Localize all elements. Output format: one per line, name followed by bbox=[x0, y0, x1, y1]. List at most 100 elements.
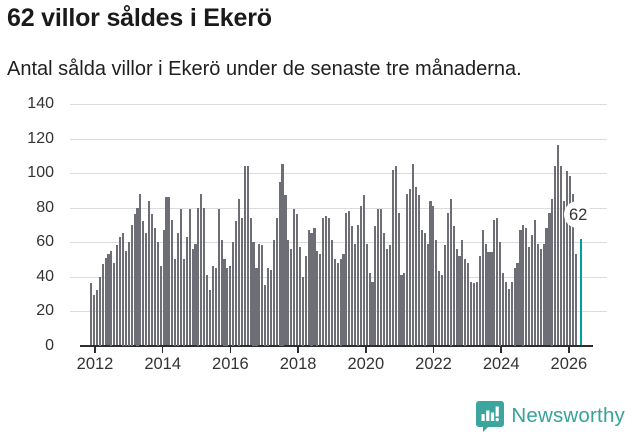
bar bbox=[95, 290, 98, 346]
value-annotation: 62 bbox=[569, 206, 588, 224]
bar bbox=[319, 254, 322, 346]
bar bbox=[139, 193, 142, 346]
y-axis-tick-label: 0 bbox=[45, 336, 54, 354]
y-axis-tick-label: 20 bbox=[36, 302, 54, 319]
bar bbox=[295, 214, 299, 346]
bar bbox=[371, 281, 374, 346]
bar bbox=[197, 207, 200, 346]
bar bbox=[211, 266, 214, 346]
bar bbox=[513, 267, 516, 346]
bar bbox=[101, 264, 104, 346]
bar bbox=[188, 209, 191, 346]
bar bbox=[490, 252, 493, 346]
bar bbox=[461, 240, 464, 346]
bar bbox=[545, 228, 548, 346]
bar bbox=[116, 245, 119, 346]
bar bbox=[200, 193, 203, 346]
bar bbox=[290, 248, 293, 346]
bar bbox=[571, 193, 574, 346]
bar bbox=[504, 281, 507, 346]
bar bbox=[159, 266, 162, 346]
bar bbox=[446, 212, 449, 346]
bar bbox=[226, 267, 229, 346]
bar bbox=[528, 247, 531, 346]
bar bbox=[310, 233, 313, 346]
bar bbox=[348, 210, 351, 346]
bar bbox=[475, 281, 478, 346]
bar bbox=[383, 233, 386, 346]
bar bbox=[368, 273, 371, 346]
bar bbox=[484, 243, 487, 346]
chart-title: 62 villor såldes i Ekerö bbox=[7, 4, 272, 32]
bar bbox=[464, 259, 467, 346]
bar bbox=[406, 193, 409, 346]
bar bbox=[438, 271, 441, 346]
bar bbox=[127, 242, 130, 346]
bar bbox=[232, 242, 235, 346]
bar bbox=[243, 166, 246, 346]
bar bbox=[185, 236, 188, 346]
bar bbox=[223, 259, 226, 346]
bar bbox=[235, 221, 238, 346]
bar bbox=[397, 212, 400, 346]
x-axis-tick bbox=[432, 346, 435, 353]
x-axis-tick-label: 2014 bbox=[144, 354, 182, 373]
newsworthy-logo-text: Newsworthy bbox=[511, 404, 625, 427]
bar bbox=[119, 236, 122, 346]
bar bbox=[255, 267, 258, 346]
bar bbox=[522, 224, 525, 346]
bar bbox=[449, 198, 452, 346]
bar bbox=[298, 247, 302, 346]
gridline bbox=[70, 104, 607, 105]
bar bbox=[414, 186, 418, 346]
bar bbox=[496, 217, 499, 346]
bar bbox=[203, 207, 206, 346]
bar bbox=[130, 224, 133, 346]
bar bbox=[153, 228, 156, 346]
bar bbox=[324, 216, 328, 346]
x-axis-line bbox=[80, 344, 593, 347]
bar bbox=[385, 248, 389, 346]
bar bbox=[356, 224, 360, 346]
bar bbox=[313, 228, 316, 346]
bar bbox=[533, 219, 537, 346]
bar bbox=[121, 233, 125, 346]
bar bbox=[240, 217, 243, 346]
bar bbox=[452, 226, 455, 346]
bar bbox=[98, 276, 101, 346]
bar bbox=[145, 233, 148, 346]
bar bbox=[336, 262, 339, 346]
gridline bbox=[70, 242, 607, 243]
bar bbox=[136, 207, 139, 346]
bar bbox=[345, 212, 348, 346]
bar bbox=[394, 166, 397, 346]
bar bbox=[470, 281, 473, 346]
bar bbox=[150, 214, 154, 346]
bar bbox=[214, 267, 217, 346]
bar bbox=[548, 212, 551, 346]
bar bbox=[562, 200, 566, 346]
bar bbox=[165, 197, 168, 346]
bar bbox=[559, 166, 563, 346]
bar bbox=[301, 276, 304, 346]
bar bbox=[107, 254, 110, 346]
bar bbox=[133, 214, 136, 346]
bar bbox=[339, 259, 342, 346]
bar bbox=[388, 245, 391, 346]
bar bbox=[168, 197, 171, 346]
bar bbox=[551, 198, 554, 346]
bar bbox=[278, 181, 281, 346]
bar bbox=[142, 221, 145, 346]
bar bbox=[179, 209, 183, 346]
bar bbox=[330, 240, 333, 346]
x-axis-tick-label: 2016 bbox=[212, 354, 249, 373]
x-axis-tick bbox=[500, 346, 502, 353]
bar bbox=[443, 245, 447, 346]
x-axis-tick-label: 2026 bbox=[550, 354, 588, 373]
bar bbox=[429, 200, 432, 346]
bar bbox=[208, 290, 212, 346]
bar bbox=[435, 240, 438, 346]
bar bbox=[412, 164, 415, 346]
bar bbox=[501, 273, 505, 346]
